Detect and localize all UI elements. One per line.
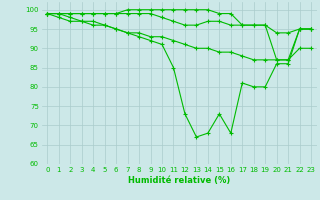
X-axis label: Humidité relative (%): Humidité relative (%) xyxy=(128,176,230,185)
